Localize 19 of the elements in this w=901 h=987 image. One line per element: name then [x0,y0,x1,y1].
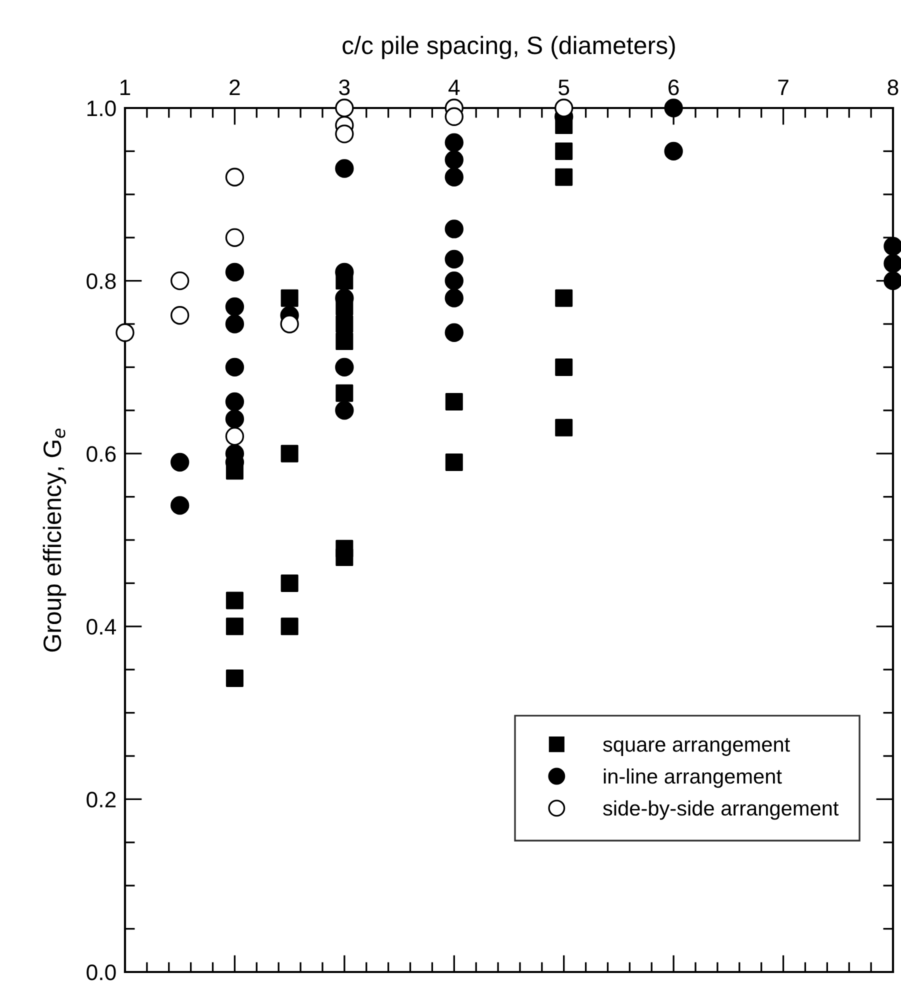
y-tick-label: 0.6 [86,446,116,462]
x-tick-label: 6 [668,80,679,96]
y-tick-label: 0.2 [86,792,116,808]
x-axis-title: c/c pile spacing, S (diameters) [342,36,675,60]
x-tick-label: 2 [230,80,240,96]
legend-label: in-line arrangement [604,768,782,788]
legend-label: square arrangement [603,738,790,756]
y-tick-label: 0.0 [86,964,116,980]
y-tick-label: 0.8 [86,273,116,290]
x-tick-label: 3 [339,80,350,96]
x-tick-label: 7 [778,80,788,96]
y-tick-label: 1.0 [87,100,116,116]
x-tick-label: 1 [120,80,130,96]
y-tick-label: 0.4 [86,618,116,635]
x-tick-label: 4 [448,80,460,96]
y-axis-title: Group efficiency, G$_{e}$ [42,428,66,652]
x-tick-label: 5 [558,80,570,96]
legend-label: side-by-side arrangement [603,800,839,820]
x-tick-label: 8 [888,80,898,96]
